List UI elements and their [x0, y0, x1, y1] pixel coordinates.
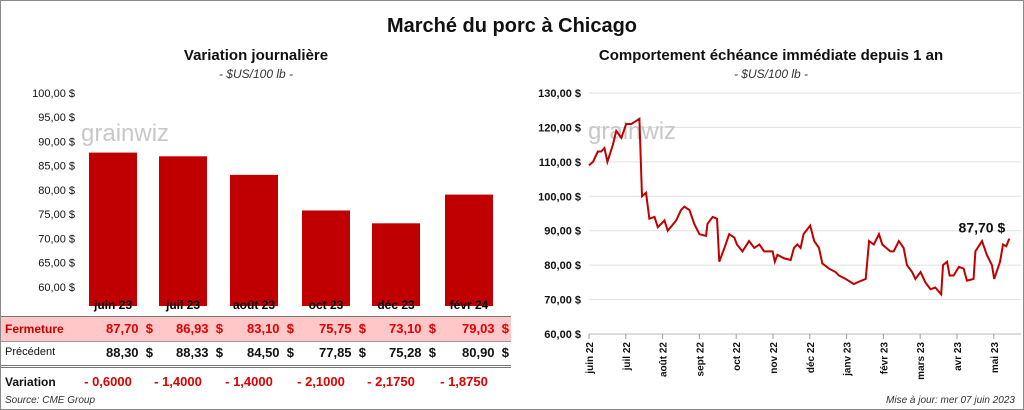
x-tick-label: oct 22 [732, 342, 743, 371]
x-tick-label: nov 22 [769, 342, 780, 374]
x-tick-label: août 22 [659, 342, 670, 377]
y-tick-label: 85,00 $ [38, 161, 75, 173]
bar-1 [159, 156, 207, 306]
column-header: oct 23 [308, 298, 344, 312]
price-line [588, 117, 1011, 297]
table-cell: 75,75 $ [319, 321, 366, 336]
bar-4 [372, 223, 420, 306]
bar-0 [89, 152, 137, 306]
bar-3 [302, 210, 350, 306]
table-cell: - 2,1750 [367, 374, 415, 389]
y-tick-label: 90,00 $ [38, 136, 75, 148]
right-subtitle: Comportement échéance immédiate depuis 1… [598, 47, 944, 64]
left-unit: - $US/100 lb - [218, 67, 294, 81]
table-cell: 79,03 $ [462, 321, 509, 336]
y-tick-label: 70,00 $ [544, 295, 581, 307]
line-chart: 60,00 $ 70,00 $ 80,00 $ 90,00 $ 100,00 $ 110,… [538, 88, 1021, 380]
y-tick-label: 70,00 $ [38, 233, 75, 245]
y-tick-label: 120,00 $ [538, 122, 581, 134]
table-cell: - 1,8750 [440, 374, 488, 389]
y-tick-label: 95,00 $ [38, 112, 75, 124]
bar-chart: 55,00 $60,00 $65,00 $70,00 $75,00 $80,00… [32, 88, 493, 306]
y-tick-label: 65,00 $ [38, 258, 75, 270]
y-tick-label: 75,00 $ [38, 209, 75, 221]
column-header: févr 24 [449, 298, 489, 312]
table-cell: 83,10 $ [247, 321, 294, 336]
x-tick-label: janv 23 [843, 342, 854, 377]
right-unit: - $US/100 lb - [733, 67, 809, 81]
table-cell: 87,70 $ [106, 321, 153, 336]
update-note: Mise à jour: mer 07 juin 2023 [886, 395, 1015, 406]
x-tick-label: févr 23 [879, 342, 890, 375]
y-tick-label: 90,00 $ [544, 226, 581, 238]
table-cell: 86,93 $ [176, 321, 223, 336]
y-tick-label: 80,00 $ [38, 185, 75, 197]
table-cell: - 0,6000 [84, 374, 132, 389]
row-fermeture: Fermeture 87,70 $ 86,93 $ 83,10 $ 75,75 $ 73,… [1, 316, 511, 342]
y-tick-label: 130,00 $ [538, 88, 581, 100]
column-header: août 23 [232, 298, 275, 312]
bar-2 [230, 174, 278, 306]
left-subtitle: Variation journalière [183, 47, 329, 64]
table-cell: 77,85 $ [319, 345, 366, 360]
table-header: juin 23 juil 23 août 23 oct 23 déc 23 févr 24 [1, 297, 511, 315]
x-tick-label: sept 22 [695, 342, 706, 377]
row-variation: Variation - 0,6000 - 1,4000 - 1,4000 - 2,100… [1, 370, 511, 392]
table-cell: - 1,4000 [154, 374, 202, 389]
table-cell: - 1,4000 [225, 374, 273, 389]
main-title: Marché du porc à Chicago [386, 15, 638, 37]
x-tick-label: juin 22 [585, 342, 596, 375]
x-tick-label: juil 22 [622, 342, 633, 372]
y-tick-label: 60,00 $ [38, 282, 75, 294]
x-tick-label: mars 23 [916, 342, 927, 380]
table-cell: 88,30 $ [106, 345, 153, 360]
last-price-label: 87,70 $ [959, 220, 1006, 236]
table-cell: 88,33 $ [176, 345, 223, 360]
table-cell: 73,10 $ [389, 321, 436, 336]
watermark-logo: grainwiz [588, 118, 676, 145]
column-header: déc 23 [377, 298, 415, 312]
y-tick-label: 80,00 $ [544, 260, 581, 272]
y-tick-label: 60,00 $ [544, 329, 581, 341]
table-cell: - 2,1000 [297, 374, 345, 389]
x-tick-label: mai 23 [990, 342, 1001, 374]
y-tick-label: 100,00 $ [32, 88, 75, 100]
row-label: Variation [5, 375, 56, 389]
column-header: juil 23 [165, 298, 200, 312]
bar-5 [445, 194, 493, 306]
y-tick-label: 110,00 $ [539, 157, 581, 169]
table-cell: 80,90 $ [462, 345, 509, 360]
table-cell: 84,50 $ [247, 345, 294, 360]
row-label: Fermeture [5, 322, 64, 336]
table-cell: 75,28 $ [389, 345, 436, 360]
x-tick-label: déc 22 [806, 342, 817, 374]
row-label: Précédent [5, 346, 56, 358]
column-header: juin 23 [93, 298, 132, 312]
x-tick-label: avr 23 [953, 342, 964, 371]
row-precedent: Précédent 88,30 $ 88,33 $ 84,50 $ 77,85 $ 75,… [1, 341, 511, 368]
source-note: Source: CME Group [5, 395, 96, 406]
watermark-logo: grainwiz [81, 120, 169, 147]
y-tick-label: 100,00 $ [538, 191, 581, 203]
